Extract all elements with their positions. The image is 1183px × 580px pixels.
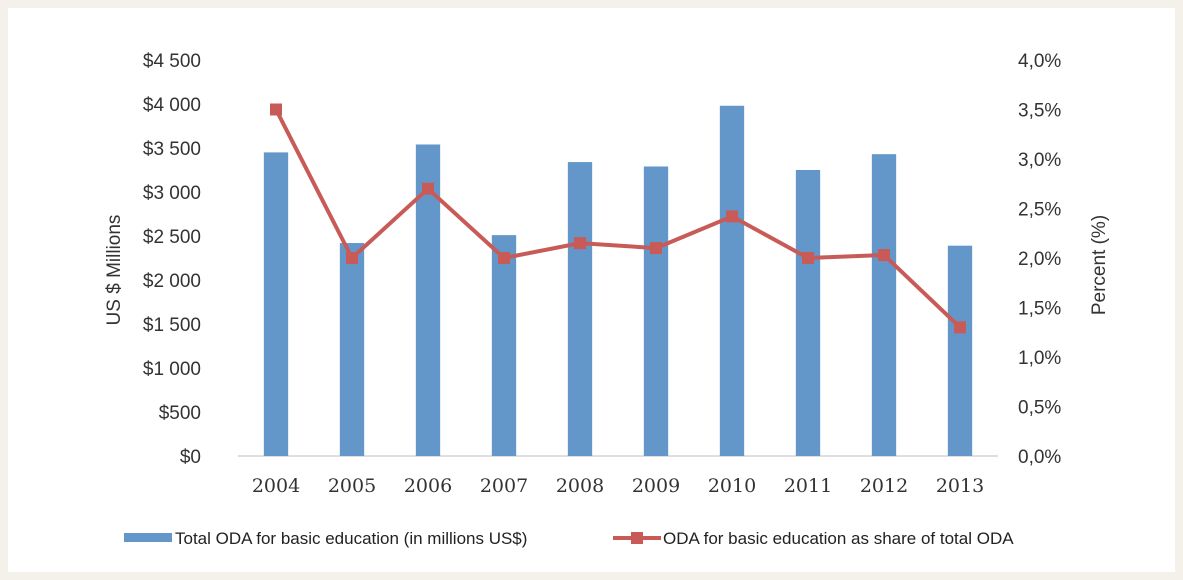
line-marker [346, 252, 358, 264]
y2-tick-label: 2,5% [1018, 200, 1061, 221]
legend: Total ODA for basic education (in millio… [124, 529, 1014, 548]
x-tick-label: 2007 [480, 475, 528, 497]
y-tick-label: $0 [180, 447, 201, 468]
right-axis-title: Percent (%) [1089, 215, 1110, 315]
bar [491, 235, 517, 456]
left-y-axis: $0 $500 $1 000 $1 500 $2 000 $2 500 $3 000 $3 5… [143, 51, 201, 468]
y-tick-label: $1 500 [143, 315, 201, 336]
right-y-axis: 0,0% 0,5% 1,0% 1,5% 2,0% 2,5% 3,0% 3,5% 4,0% [1018, 51, 1061, 468]
bar [263, 152, 289, 456]
x-axis: 2004 2005 2006 2007 2008 2009 2010 2011 2012 2013 [252, 475, 984, 497]
y-tick-label: $2 500 [143, 227, 201, 248]
y2-tick-label: 0,0% [1018, 447, 1061, 468]
legend-label-bar: Total ODA for basic education (in millio… [175, 529, 527, 548]
bar-series [263, 105, 973, 457]
y2-tick-label: 0,5% [1018, 398, 1061, 419]
bar [871, 154, 897, 456]
x-tick-label: 2012 [860, 475, 908, 497]
line-marker [574, 237, 586, 250]
bar [643, 166, 669, 457]
left-axis-title: US $ Millions [104, 215, 125, 326]
y-tick-label: $1 000 [143, 359, 201, 380]
y2-tick-label: 1,5% [1018, 299, 1061, 320]
bar [567, 162, 593, 456]
line-marker [726, 210, 738, 223]
x-tick-label: 2006 [404, 475, 452, 497]
y-tick-label: $2 000 [143, 271, 201, 292]
x-tick-label: 2009 [632, 475, 680, 497]
x-tick-label: 2005 [328, 475, 376, 497]
series-line [274, 108, 962, 329]
bar [947, 245, 973, 456]
line-marker [270, 103, 282, 116]
bar [339, 243, 365, 456]
y-tick-label: $3 500 [143, 139, 201, 160]
y-tick-label: $500 [159, 403, 201, 424]
chart: $0 $500 $1 000 $1 500 $2 000 $2 500 $3 000 $3 5… [104, 51, 1110, 548]
y2-tick-label: 3,5% [1018, 101, 1061, 122]
y-tick-label: $3 000 [143, 183, 201, 204]
y-tick-label: $4 000 [143, 95, 201, 116]
x-tick-label: 2013 [936, 475, 984, 497]
chart-card: $0 $500 $1 000 $1 500 $2 000 $2 500 $3 000 $3 5… [8, 8, 1175, 572]
line-marker [954, 321, 966, 334]
bar [719, 105, 745, 456]
line-marker [422, 182, 434, 195]
y2-tick-label: 2,0% [1018, 249, 1061, 270]
line-series [270, 103, 966, 334]
x-tick-label: 2008 [556, 475, 604, 497]
line-marker [878, 249, 890, 262]
bar [795, 170, 821, 456]
y2-tick-label: 4,0% [1018, 51, 1061, 72]
legend-label-line: ODA for basic education as share of tota… [663, 529, 1014, 548]
line-marker [650, 242, 662, 255]
legend-swatch-bar [124, 533, 172, 542]
x-tick-label: 2004 [252, 475, 300, 497]
line-marker [802, 252, 814, 264]
y2-tick-label: 3,0% [1018, 150, 1061, 171]
y2-tick-label: 1,0% [1018, 348, 1061, 369]
y-tick-label: $4 500 [143, 51, 201, 72]
line-marker [498, 252, 510, 264]
x-tick-label: 2010 [708, 475, 756, 497]
x-tick-label: 2011 [784, 475, 832, 497]
legend-swatch-marker [631, 532, 643, 544]
